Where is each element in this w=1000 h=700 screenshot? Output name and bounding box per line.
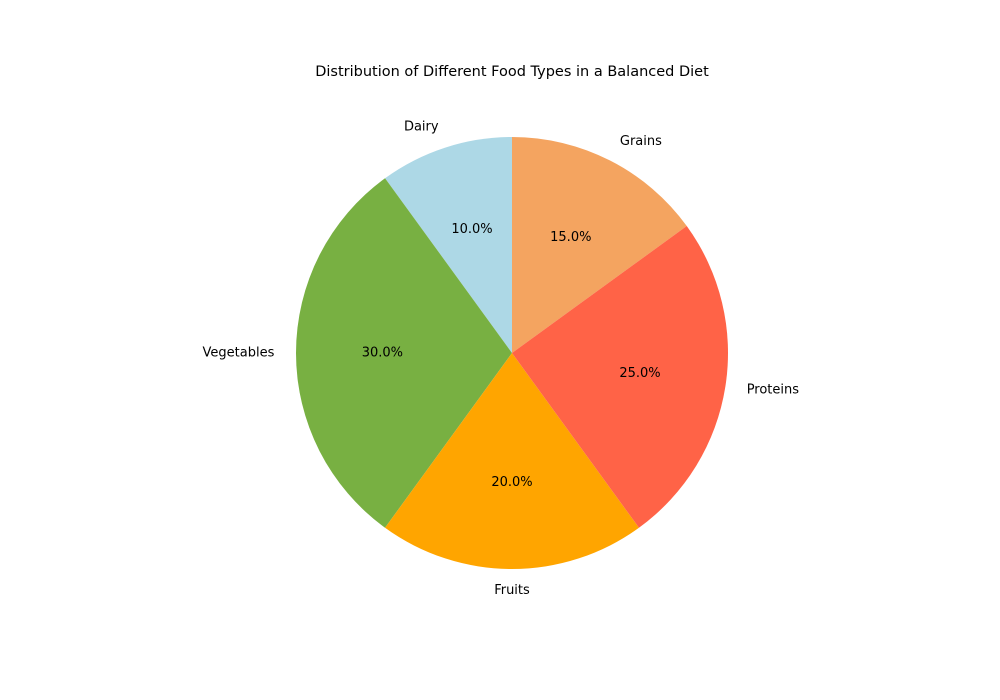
percent-label-proteins: 25.0%	[619, 366, 660, 381]
slice-label-fruits: Fruits	[494, 583, 530, 598]
chart-title: Distribution of Different Food Types in …	[315, 64, 709, 80]
pie-labels: Grains 15.0% Dairy 10.0% Vegetables 30.0% Frui…	[203, 120, 800, 599]
slice-label-dairy: Dairy	[404, 120, 439, 135]
slice-label-proteins: Proteins	[747, 383, 800, 398]
pie-slice-grains	[512, 137, 687, 353]
percent-label-dairy: 10.0%	[451, 222, 492, 237]
percent-label-fruits: 20.0%	[491, 475, 532, 490]
percent-label-vegetables: 30.0%	[362, 346, 403, 361]
pie-slice-fruits	[385, 353, 639, 570]
pie-slices	[295, 137, 729, 570]
slice-label-vegetables: Vegetables	[203, 346, 275, 361]
slice-label-grains: Grains	[620, 134, 662, 149]
pie-slice-proteins	[512, 226, 729, 528]
pie-slice-vegetables	[295, 178, 512, 528]
percent-label-grains: 15.0%	[550, 230, 591, 245]
pie-slice-dairy	[385, 137, 512, 353]
